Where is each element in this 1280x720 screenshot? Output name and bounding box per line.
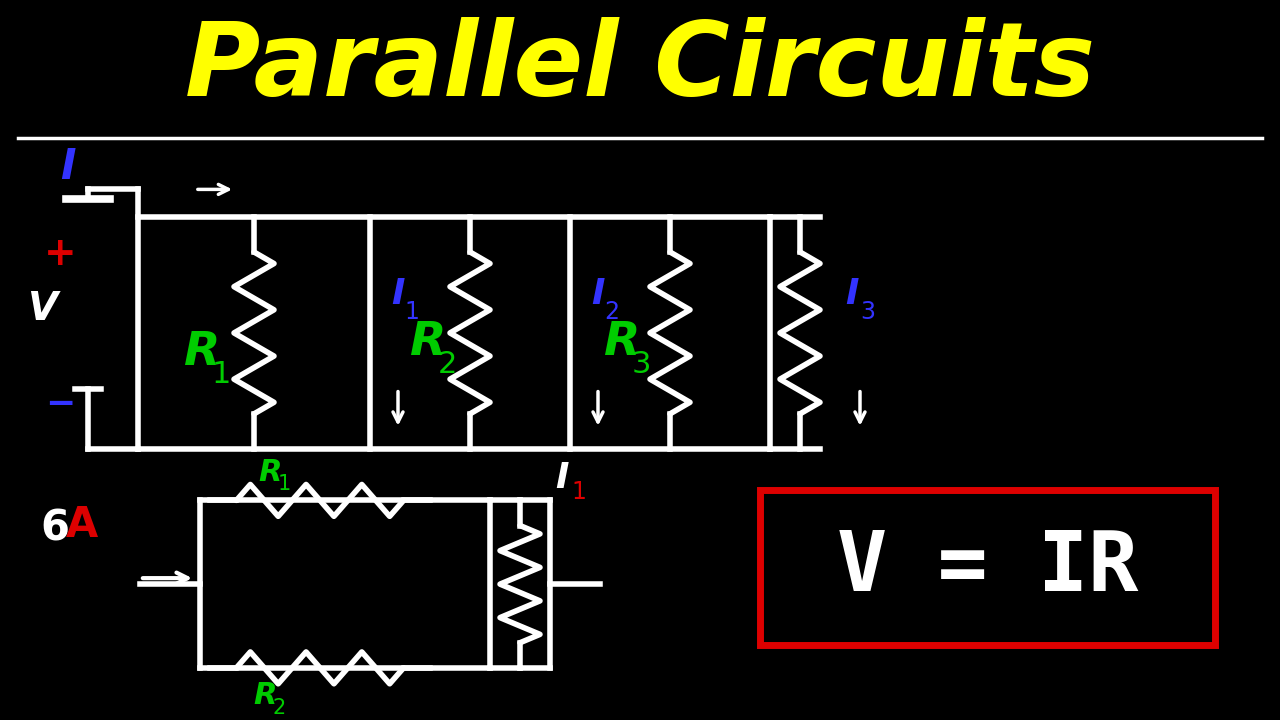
Text: 1: 1 — [572, 480, 586, 505]
Text: 2: 2 — [604, 300, 620, 324]
Text: V: V — [27, 290, 58, 328]
Text: R: R — [184, 330, 220, 375]
Text: 1: 1 — [278, 474, 291, 495]
Text: Parallel Circuits: Parallel Circuits — [186, 17, 1094, 118]
Text: R: R — [253, 681, 276, 710]
Text: I: I — [392, 277, 404, 311]
Text: 1: 1 — [211, 360, 230, 390]
Text: 2: 2 — [438, 351, 457, 379]
Text: 1: 1 — [404, 300, 420, 324]
Text: +: + — [44, 235, 77, 273]
Text: 3: 3 — [631, 351, 650, 379]
Text: A: A — [65, 504, 99, 546]
Text: R: R — [410, 320, 447, 366]
Text: I: I — [845, 277, 859, 311]
Text: I: I — [556, 462, 568, 495]
Text: 2: 2 — [273, 698, 285, 718]
Text: −: − — [45, 387, 76, 420]
Text: V = IR: V = IR — [837, 527, 1138, 608]
Bar — [760, 490, 1215, 645]
Text: 6: 6 — [41, 508, 69, 549]
Text: 3: 3 — [860, 300, 876, 324]
Text: I: I — [591, 277, 604, 311]
Text: I: I — [60, 146, 76, 189]
Text: R: R — [259, 458, 282, 487]
Text: R: R — [604, 320, 640, 366]
